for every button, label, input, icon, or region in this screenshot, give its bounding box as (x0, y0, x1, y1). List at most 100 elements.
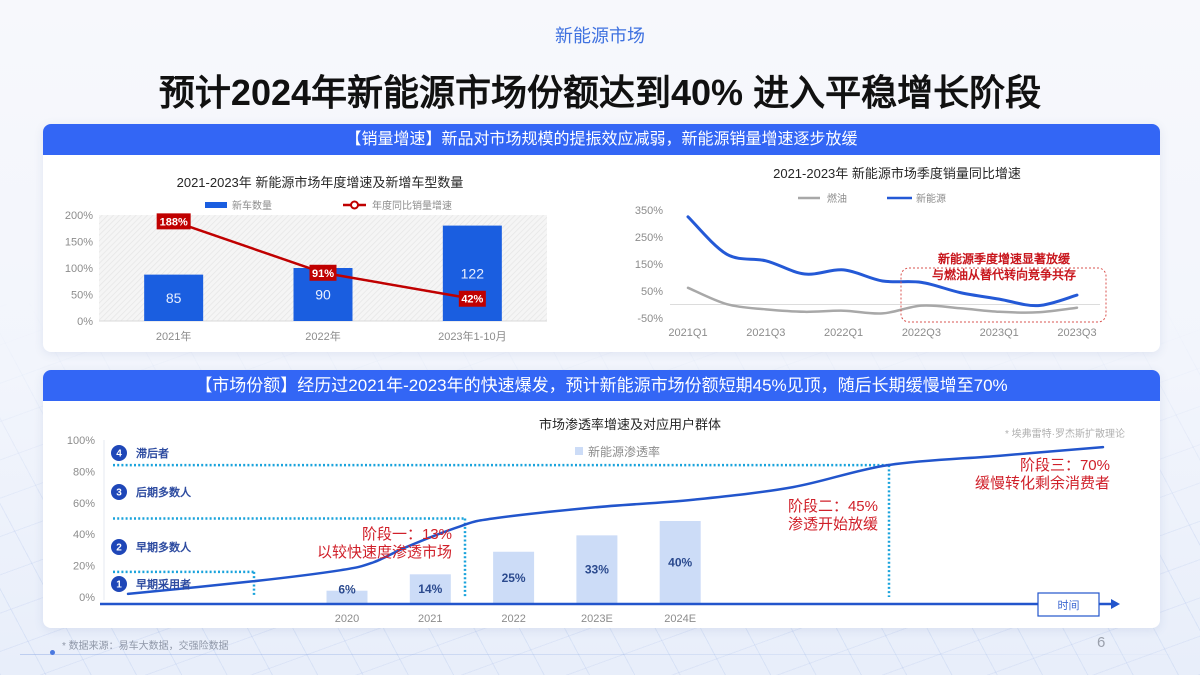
bar-value-label: 122 (461, 265, 485, 281)
y-tick-label: -50% (637, 313, 663, 325)
bar-value-label: 14% (418, 582, 442, 596)
x-tick-label: 2023年1-10月 (438, 329, 507, 343)
x-tick-label: 2023E (581, 613, 613, 625)
group-number: 1 (116, 580, 122, 591)
group-number: 3 (116, 488, 122, 499)
data-label: 91% (312, 268, 334, 280)
chart-title: 2021-2023年 新能源市场年度增速及新增车型数量 (177, 175, 464, 190)
y-tick-label: 0% (77, 316, 93, 328)
data-label-box (458, 290, 486, 307)
legend-bar-swatch (205, 202, 227, 208)
y-tick-label: 50% (641, 286, 663, 298)
x-tick-label: 2020 (335, 613, 359, 625)
adoption-curve (126, 445, 1105, 596)
x-tick-label: 2021Q3 (746, 327, 785, 339)
group-name: 滞后者 (136, 446, 169, 460)
legend-label: 年度同比销量增速 (372, 199, 452, 212)
stage-description: 以较快速度渗透市场 (317, 543, 452, 561)
arrow-right-icon (1111, 599, 1120, 609)
y-tick-label: 200% (65, 210, 93, 222)
stage-annotation: 阶段三：70%缓慢转化剩余消费者 (975, 457, 1110, 492)
bar-value-label: 25% (502, 571, 526, 585)
group-name: 早期多数人 (136, 540, 192, 554)
user-group-label: 3 后期多数人 (111, 484, 192, 500)
bar-value-label: 33% (585, 563, 609, 577)
chart-legend: 新车数量 年度同比销量增速 (205, 199, 452, 212)
stage-title: 阶段二：45% (788, 498, 878, 515)
stage-title: 阶段一：13% (362, 526, 452, 543)
x-tick-label: 2022Q3 (902, 327, 941, 339)
y-tick-label: 250% (635, 232, 663, 244)
stage-description: 缓慢转化剩余消费者 (975, 474, 1110, 492)
bar-value-label: 40% (668, 556, 692, 570)
y-tick-label: 20% (73, 561, 95, 573)
y-tick-label: 350% (635, 205, 663, 217)
chart-title: 市场渗透率增速及对应用户群体 (539, 417, 721, 432)
data-label-box (156, 213, 191, 230)
group-name: 后期多数人 (136, 485, 192, 499)
x-tick-label: 2024E (664, 613, 696, 625)
group-number: 4 (116, 449, 122, 460)
y-tick-label: 50% (71, 290, 93, 302)
x-tick-label: 2021 (418, 613, 442, 625)
time-axis-label: 时间 (1058, 599, 1080, 612)
stage-title: 阶段三：70% (1020, 457, 1110, 474)
bar-value-label: 6% (338, 583, 356, 597)
y-tick-label: 150% (635, 259, 663, 271)
x-tick-label: 2022年 (305, 329, 340, 343)
group-number: 2 (116, 543, 122, 554)
footer-dot-icon (50, 650, 55, 655)
legend-bar-swatch (575, 447, 583, 455)
sales-growth-banner: 【销量增速】新品对市场规模的提振效应减弱，新能源销量增速逐步放缓 (43, 124, 1160, 155)
stage-description: 渗透开始放缓 (788, 516, 878, 533)
y-tick-label: 0% (79, 592, 95, 604)
data-label: 42% (461, 294, 483, 306)
x-tick-label: 2023Q1 (980, 327, 1019, 339)
legend-label: 新能源 (916, 192, 946, 205)
group-name: 早期采用者 (136, 577, 191, 591)
group-number-badge (111, 484, 127, 500)
bar (144, 274, 204, 321)
legend-label: 新能源渗透率 (588, 444, 660, 459)
annotation-text: 新能源季度增速显著放缓 (938, 251, 1071, 266)
x-tick-label: 2023Q3 (1057, 327, 1096, 339)
group-number-badge (111, 539, 127, 555)
legend-marker-icon (350, 200, 359, 210)
footer-divider (20, 654, 1170, 655)
data-label: 188% (160, 216, 188, 228)
y-tick-label: 100% (67, 435, 95, 447)
legend-label: 燃油 (827, 192, 847, 205)
penetration-bar (326, 590, 368, 603)
chart-legend: 燃油 新能源 (798, 192, 946, 205)
x-tick-label: 2022 (501, 613, 525, 625)
legend-label: 新车数量 (232, 199, 272, 212)
y-tick-label: 100% (65, 263, 93, 275)
x-tick-label: 2021Q1 (668, 327, 707, 339)
fuel-line (686, 286, 1079, 315)
theory-note: * 埃弗雷特·罗杰斯扩散理论 (1005, 427, 1125, 440)
stage-annotation: 阶段二：45%渗透开始放缓 (788, 498, 878, 533)
penetration-bar (493, 551, 535, 603)
chart-title: 2021-2023年 新能源市场季度销量同比增速 (773, 166, 1021, 181)
user-group-label: 1 早期采用者 (111, 576, 191, 592)
user-group-label: 4 滞后者 (111, 445, 169, 461)
penetration-bar (409, 574, 451, 603)
market-share-banner: 【市场份额】经历过2021年-2023年的快速爆发，预计新能源市场份额短期45%… (43, 370, 1160, 401)
stage-annotation: 阶段一：13%以较快速度渗透市场 (317, 526, 452, 561)
user-group-label: 2 早期多数人 (111, 539, 192, 555)
x-tick-label: 2022Q1 (824, 327, 863, 339)
group-number-badge (111, 576, 127, 592)
penetration-bar (659, 521, 701, 603)
source-note: * 数据来源：易车大数据，交强险数据 (62, 641, 229, 652)
penetration-bar (576, 535, 618, 603)
section-label: 新能源市场 (555, 26, 645, 46)
bar-value-label: 85 (166, 290, 182, 306)
x-tick-label: 2021年 (156, 329, 191, 343)
group-number-badge (111, 445, 127, 461)
y-tick-label: 150% (65, 237, 93, 249)
page-title: 预计2024年新能源市场份额达到40% 进入平稳增长阶段 (158, 72, 1042, 113)
